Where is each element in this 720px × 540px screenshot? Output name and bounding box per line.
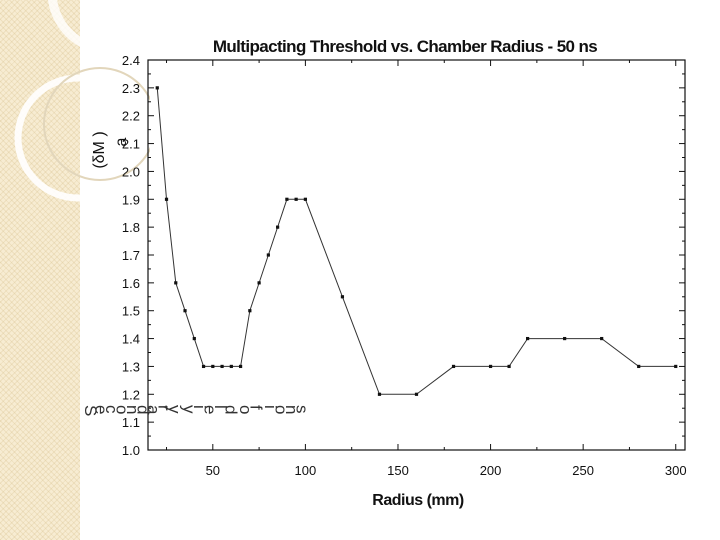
data-point: [164, 197, 169, 201]
y-tick-label: 1.7: [122, 248, 140, 263]
data-point: [303, 197, 307, 201]
overlay-char: l: [211, 405, 230, 409]
data-point: [174, 281, 178, 285]
y-axis-label-subscript: a: [113, 137, 130, 146]
data-point: [257, 281, 261, 285]
y-tick-label: 1.2: [122, 387, 140, 402]
data-point: [414, 392, 419, 396]
y-tick-label: 1.4: [122, 332, 140, 347]
data-point: [285, 197, 289, 201]
overlay-char: e: [201, 405, 220, 414]
y-tick-label: 1.9: [122, 192, 140, 207]
y-tick-label: 1.1: [122, 415, 140, 430]
data-point: [600, 336, 604, 341]
chart-title: Multipacting Threshold vs. Chamber Radiu…: [213, 37, 597, 56]
overlay-char: i: [261, 405, 280, 409]
data-point: [220, 364, 224, 369]
y-tick-label: 2.2: [122, 109, 140, 124]
y-tick-label: 1.6: [122, 276, 140, 291]
overlay-char: o: [113, 405, 132, 414]
data-point: [488, 364, 493, 369]
overlay-char: c: [102, 405, 121, 414]
overlay-char: n: [282, 405, 301, 414]
data-point: [211, 364, 215, 369]
x-tick-label: 250: [572, 463, 594, 478]
y-axis-label: (δM ): [91, 131, 108, 168]
y-tick-label: 2.4: [122, 53, 140, 68]
y-tick-label: 1.0: [122, 443, 140, 458]
overlay-char: y: [180, 405, 199, 414]
x-tick-label: 50: [206, 463, 220, 478]
data-point: [201, 364, 206, 369]
overlay-char: a: [144, 405, 163, 415]
data-point: [451, 364, 456, 369]
y-tick-label: 1.5: [122, 304, 140, 319]
overlay-char: r: [155, 405, 174, 411]
overlay-char: s: [293, 405, 312, 414]
overlay-char: y: [165, 405, 184, 414]
y-tick-label: 1.3: [122, 359, 140, 374]
data-point: [377, 392, 382, 396]
data-point: [507, 364, 511, 369]
overlay-char: f: [247, 405, 266, 410]
x-axis: 50 100 150 200 250 300: [166, 60, 687, 478]
x-axis-label: Radius (mm): [372, 492, 464, 509]
data-point: [526, 336, 530, 341]
data-point: [229, 364, 233, 369]
overlay-char: d: [134, 405, 153, 414]
data-point: [248, 309, 252, 313]
data-point: [238, 364, 243, 369]
data-point: [674, 364, 678, 369]
overlay-char: n: [123, 405, 142, 414]
overlay-char: e: [92, 405, 111, 414]
overlay-char: d: [222, 405, 241, 414]
y-tick-label: 2.1: [122, 137, 140, 152]
data-point: [155, 86, 159, 90]
data-point: [276, 225, 280, 229]
plot-area: [147, 59, 686, 451]
x-tick-label: 150: [387, 463, 409, 478]
overlay-char: S: [81, 405, 100, 416]
overlay-char: i: [190, 405, 209, 409]
data-point: [266, 253, 270, 257]
overlay-char: o: [236, 405, 255, 414]
x-tick-label: 100: [295, 463, 317, 478]
data-point: [563, 336, 567, 341]
data-point: [294, 197, 298, 201]
data-point: [192, 336, 196, 341]
series-line: [156, 87, 676, 395]
series-markers: [155, 86, 678, 396]
data-point: [637, 364, 641, 369]
y-tick-label: 2.3: [122, 81, 140, 96]
y-tick-label: 1.8: [122, 220, 140, 235]
data-point: [183, 309, 187, 313]
y-tick-label: 2.0: [122, 164, 140, 179]
data-point: [340, 295, 345, 299]
x-tick-label: 300: [665, 463, 687, 478]
y-axis: 1.0 1.1 1.2 1.3 1.4 1.5 1.6 1.7 1.8 1.9 2.0 2.1 2.2 2…: [122, 53, 685, 458]
x-tick-label: 200: [480, 463, 502, 478]
overlay-char: o: [272, 405, 291, 414]
